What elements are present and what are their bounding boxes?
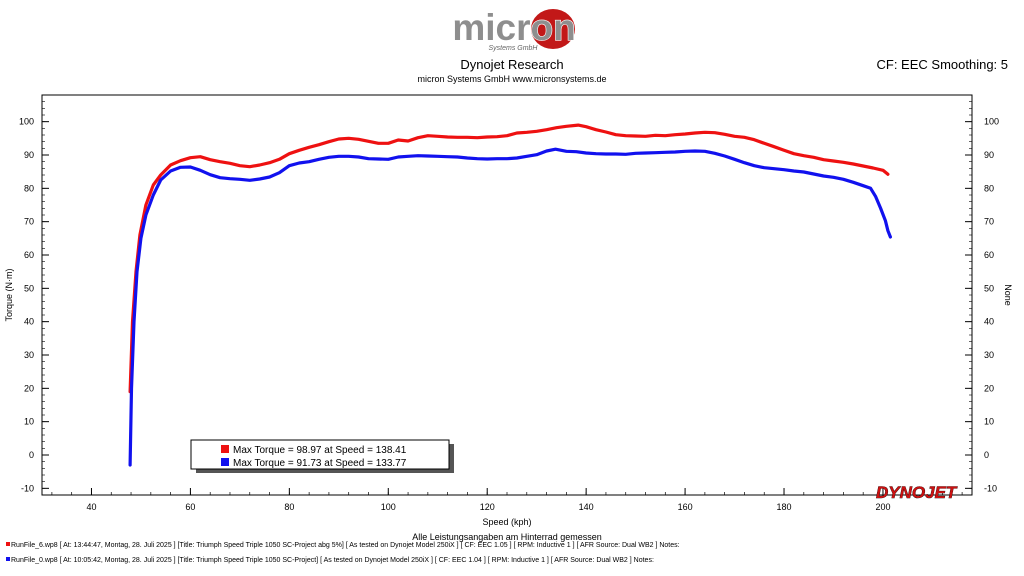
y-tick-label-left: 20 bbox=[24, 383, 34, 393]
run-file-text-1: RunFile_6.wp8 [ At: 13:44:47, Montag, 28… bbox=[11, 542, 680, 549]
x-tick-label: 160 bbox=[678, 502, 693, 512]
y-tick-label-left: 30 bbox=[24, 350, 34, 360]
x-tick-label: 140 bbox=[579, 502, 594, 512]
series-line-1 bbox=[128, 123, 890, 394]
run-file-line-1: RunFile_6.wp8 [ At: 13:44:47, Montag, 28… bbox=[6, 542, 680, 549]
chart-legend: Max Torque = 98.97 at Speed = 138.41 Max … bbox=[190, 439, 454, 473]
y-tick-label-right: 80 bbox=[984, 183, 994, 193]
y-tick-label-left: 80 bbox=[24, 183, 34, 193]
x-tick-label: 40 bbox=[86, 502, 96, 512]
y-tick-label-left: 10 bbox=[24, 417, 34, 427]
y-tick-label-left: 70 bbox=[24, 217, 34, 227]
y-tick-label-right: 40 bbox=[984, 317, 994, 327]
legend-swatch-2 bbox=[221, 458, 229, 466]
y-axis-label-left: Torque (N·m) bbox=[4, 268, 14, 321]
y-tick-label-right: 20 bbox=[984, 383, 994, 393]
dynojet-logo: DYNOJET bbox=[876, 483, 958, 502]
x-tick-label: 60 bbox=[185, 502, 195, 512]
y-tick-label-right: 100 bbox=[984, 117, 999, 127]
legend-entry-1: Max Torque = 98.97 at Speed = 138.41 bbox=[233, 445, 407, 456]
chart-subtitle: micron Systems GmbH www.micronsystems.de bbox=[417, 74, 607, 84]
micron-logo: micron Systems GmbH bbox=[452, 8, 577, 52]
y-tick-label-right: 60 bbox=[984, 250, 994, 260]
x-axis-note: Alle Leistungsangaben am Hinterrad gemes… bbox=[412, 532, 602, 542]
logo-subtext: Systems GmbH bbox=[488, 45, 538, 52]
y-tick-label-right: 30 bbox=[984, 350, 994, 360]
run-file-swatch-1 bbox=[6, 542, 10, 546]
x-tick-label: 120 bbox=[480, 502, 495, 512]
y-tick-label-right: 90 bbox=[984, 150, 994, 160]
x-axis-label: Speed (kph) bbox=[482, 517, 531, 527]
y-tick-label-left: 90 bbox=[24, 150, 34, 160]
legend-swatch-1 bbox=[221, 445, 229, 453]
x-tick-label: 100 bbox=[381, 502, 396, 512]
x-tick-label: 180 bbox=[777, 502, 792, 512]
y-tick-label-right: 70 bbox=[984, 217, 994, 227]
y-tick-label-right: 10 bbox=[984, 417, 994, 427]
y-tick-label-left: 60 bbox=[24, 250, 34, 260]
run-file-line-2: RunFile_0.wp8 [ At: 10:05:42, Montag, 28… bbox=[6, 557, 654, 564]
chart-title: Dynojet Research bbox=[460, 57, 564, 72]
legend-box bbox=[190, 439, 450, 470]
plot-frame bbox=[41, 94, 973, 496]
series-line-2 bbox=[128, 147, 893, 467]
logo-text: micron bbox=[452, 8, 575, 48]
y-tick-label-left: 40 bbox=[24, 317, 34, 327]
run-file-swatch-2 bbox=[6, 557, 10, 561]
y-tick-label-left: 100 bbox=[19, 117, 34, 127]
y-tick-label-right: 50 bbox=[984, 283, 994, 293]
legend-entry-2: Max Torque = 91.73 at Speed = 133.77 bbox=[233, 458, 407, 469]
y-tick-label-right: -10 bbox=[984, 483, 997, 493]
y-axis-label-right: None bbox=[1003, 284, 1013, 306]
y-tick-label-left: -10 bbox=[21, 483, 34, 493]
x-tick-label: 200 bbox=[875, 502, 890, 512]
y-tick-label-left: 0 bbox=[29, 450, 34, 460]
correction-factor-label: CF: EEC Smoothing: 5 bbox=[876, 57, 1009, 72]
x-tick-label: 80 bbox=[284, 502, 294, 512]
run-file-text-2: RunFile_0.wp8 [ At: 10:05:42, Montag, 28… bbox=[11, 557, 654, 564]
y-tick-label-left: 50 bbox=[24, 283, 34, 293]
y-tick-label-right: 0 bbox=[984, 450, 989, 460]
